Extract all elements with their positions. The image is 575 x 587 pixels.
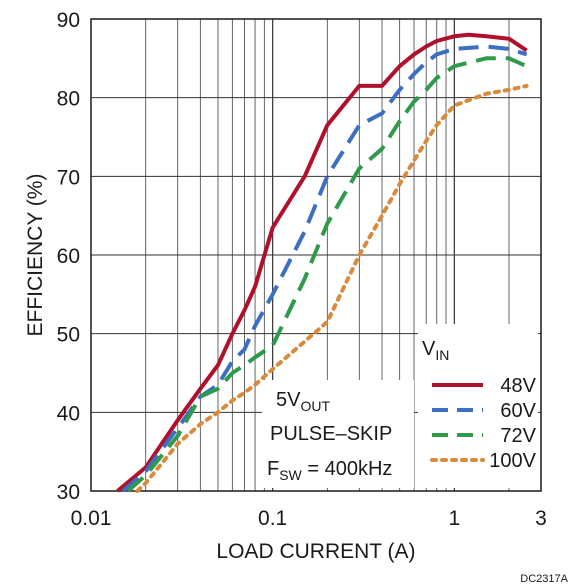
y-tick-label: 80 xyxy=(57,88,80,111)
annotation-fsw-rest: = 400kHz xyxy=(302,458,393,480)
x-tick-label: 0.01 xyxy=(71,507,112,530)
legend-label-100v: 100V xyxy=(489,450,536,472)
legend-label-48v: 48V xyxy=(500,375,536,397)
y-tick-label: 70 xyxy=(57,166,80,189)
annotation-background xyxy=(262,380,414,488)
y-tick-label: 50 xyxy=(57,324,80,347)
legend-label-72v: 72V xyxy=(500,425,536,447)
annotation-fsw-sub: SW xyxy=(279,467,302,483)
y-tick-label: 60 xyxy=(57,245,80,268)
series-line-48v xyxy=(116,32,528,493)
y-tick-label: 30 xyxy=(57,481,80,504)
series-lines xyxy=(116,32,529,493)
y-axis-title: EFFICIENCY (%) xyxy=(24,174,47,337)
annotation-box: 5VOUT PULSE–SKIP FSW = 400kHz xyxy=(262,380,414,488)
legend-title-sub: IN xyxy=(435,347,449,363)
series-line-100v xyxy=(135,83,529,493)
legend-label-60v: 60V xyxy=(500,400,536,422)
annotation-vout-main: 5V xyxy=(276,389,301,411)
y-tick-label: 40 xyxy=(57,402,80,425)
x-tick-label: 0.1 xyxy=(258,507,287,530)
figure-code: DC2317A xyxy=(520,573,568,585)
annotation-fsw: FSW = 400kHz xyxy=(267,458,392,483)
annotation-vout-sub: OUT xyxy=(300,398,330,414)
x-tick-label: 1 xyxy=(448,507,460,530)
legend: VIN 48V 60V 72V 100V xyxy=(418,324,538,488)
legend-background xyxy=(418,324,538,488)
tick-labels: 0.01 0.1 1 3 30 40 50 60 70 80 90 xyxy=(57,9,547,530)
series-line-72v xyxy=(126,56,528,493)
x-tick-label: 3 xyxy=(535,507,547,530)
y-tick-label: 90 xyxy=(57,9,80,32)
x-axis-title: LOAD CURRENT (A) xyxy=(216,540,415,563)
plot-frame xyxy=(90,18,542,492)
legend-title: VIN xyxy=(422,338,449,363)
annotation-mode: PULSE–SKIP xyxy=(270,423,392,445)
legend-title-main: V xyxy=(422,338,436,360)
legend-entries: 48V 60V 72V 100V xyxy=(430,375,537,472)
grid-lines xyxy=(91,19,541,491)
annotation-vout: 5VOUT xyxy=(276,389,330,414)
annotation-fsw-main: F xyxy=(267,458,279,480)
